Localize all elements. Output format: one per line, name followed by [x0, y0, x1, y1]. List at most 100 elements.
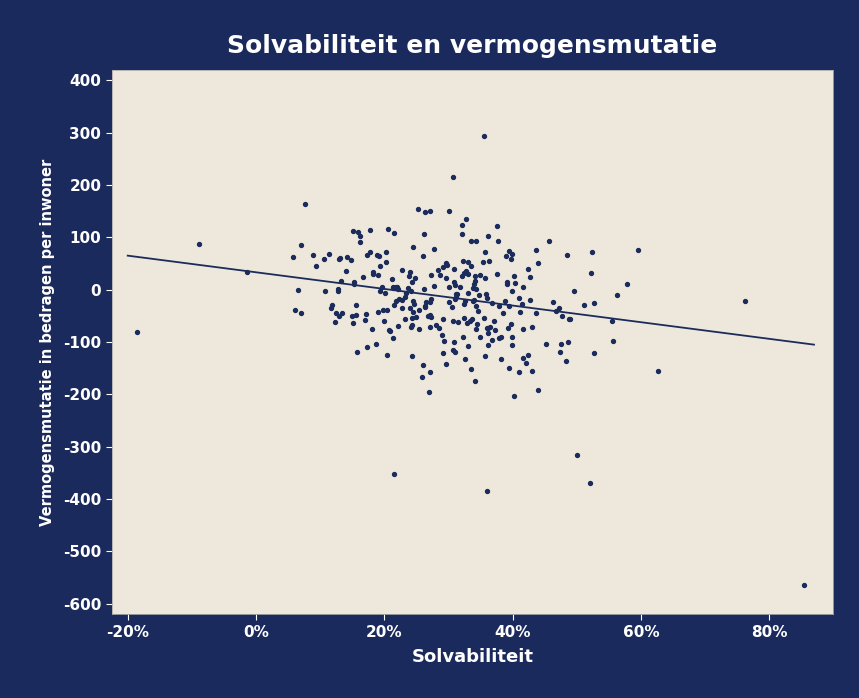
Point: [469, 235, 483, 246]
Point: [339, 266, 353, 277]
Point: [631, 244, 645, 255]
Point: [369, 338, 383, 349]
Point: [431, 265, 445, 276]
Point: [401, 283, 415, 294]
Point: [521, 350, 535, 361]
Point: [477, 131, 490, 142]
Point: [464, 236, 478, 247]
Point: [430, 320, 443, 331]
Point: [345, 311, 359, 322]
Point: [480, 486, 494, 497]
Point: [505, 285, 519, 297]
Point: [395, 264, 409, 275]
Point: [458, 267, 472, 278]
Point: [469, 283, 483, 295]
Point: [542, 236, 556, 247]
Point: [503, 301, 516, 312]
Point: [373, 285, 387, 297]
Point: [395, 303, 409, 314]
Point: [457, 313, 471, 324]
Point: [501, 322, 515, 333]
Point: [345, 225, 359, 237]
Point: [286, 252, 300, 263]
Point: [417, 301, 431, 312]
Point: [477, 313, 490, 324]
Point: [469, 323, 483, 334]
Point: [405, 285, 418, 296]
Point: [562, 313, 576, 325]
Point: [348, 279, 362, 290]
Point: [461, 287, 475, 298]
Point: [490, 268, 504, 279]
Point: [389, 295, 403, 306]
Point: [387, 332, 400, 343]
Point: [521, 264, 534, 275]
Point: [289, 304, 302, 315]
Point: [452, 317, 466, 328]
Point: [349, 310, 362, 321]
Point: [439, 258, 453, 269]
Point: [131, 326, 144, 337]
Point: [454, 281, 467, 292]
Point: [381, 349, 394, 360]
Point: [468, 271, 482, 282]
Point: [440, 272, 454, 283]
Point: [651, 366, 665, 377]
Point: [387, 283, 400, 294]
Point: [458, 296, 472, 307]
Point: [411, 304, 425, 315]
Point: [387, 469, 401, 480]
Point: [439, 359, 453, 370]
Point: [333, 276, 347, 287]
Point: [362, 225, 376, 236]
Point: [332, 285, 345, 297]
Point: [478, 246, 491, 258]
Point: [550, 306, 564, 317]
Point: [454, 270, 468, 281]
Point: [531, 258, 545, 269]
Point: [442, 296, 456, 307]
Point: [405, 319, 418, 330]
Point: [322, 248, 336, 260]
Point: [487, 315, 501, 327]
Point: [387, 281, 400, 292]
Point: [417, 229, 431, 240]
Point: [416, 359, 430, 371]
Point: [587, 297, 600, 309]
Point: [447, 315, 460, 327]
Point: [473, 269, 487, 281]
Point: [525, 366, 539, 377]
Point: [436, 261, 449, 272]
Point: [467, 279, 481, 290]
Point: [516, 282, 530, 293]
Point: [415, 371, 429, 383]
Point: [387, 299, 401, 311]
Point: [378, 287, 392, 298]
Point: [331, 283, 344, 295]
Point: [469, 300, 483, 311]
Point: [577, 299, 591, 310]
Point: [366, 269, 380, 280]
Point: [306, 249, 320, 260]
Point: [585, 246, 599, 258]
Point: [461, 269, 475, 280]
Point: [346, 317, 360, 328]
Point: [436, 348, 450, 359]
Point: [465, 260, 478, 272]
Point: [570, 449, 583, 460]
Point: [512, 292, 526, 303]
Point: [523, 271, 537, 282]
Point: [505, 248, 519, 260]
Point: [383, 326, 397, 337]
Point: [515, 352, 529, 364]
Point: [516, 323, 530, 334]
Point: [318, 285, 332, 297]
Point: [503, 362, 516, 373]
Point: [531, 385, 545, 396]
Point: [421, 311, 435, 322]
Point: [381, 223, 395, 234]
Point: [399, 313, 412, 325]
Point: [456, 255, 470, 267]
Point: [424, 294, 438, 305]
Point: [606, 336, 620, 347]
